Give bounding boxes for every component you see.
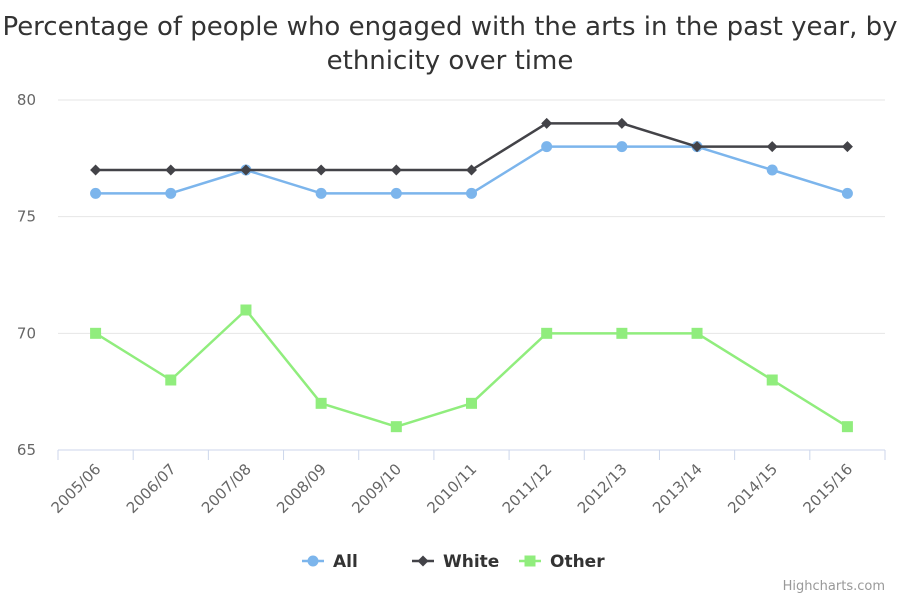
y-tick-label: 70 [17, 324, 36, 342]
data-point-white [691, 141, 703, 153]
x-tick-label: 2009/10 [348, 460, 405, 517]
data-point-other [390, 421, 402, 433]
data-point-other [315, 397, 327, 409]
data-point-white [541, 117, 553, 129]
series-layer [90, 117, 853, 433]
x-tick-label: 2011/12 [499, 460, 556, 517]
y-tick-label: 75 [17, 208, 36, 226]
data-point-other [466, 397, 477, 409]
legend-marker [524, 555, 536, 567]
data-point-all [90, 187, 102, 199]
data-point-other [541, 327, 553, 339]
data-point-other [766, 374, 778, 386]
x-tick-label: 2014/15 [724, 460, 781, 517]
data-point-white [315, 164, 327, 176]
credits-link[interactable]: Highcharts.com [782, 579, 885, 594]
x-tick-label: 2007/08 [198, 460, 255, 517]
grid-lines [58, 99, 885, 334]
legend-marker [417, 555, 429, 567]
x-tick-label: 2010/11 [424, 460, 481, 517]
x-tick-label: 2006/07 [123, 460, 180, 517]
y-tick-label: 65 [17, 441, 36, 459]
data-point-all [766, 164, 778, 176]
data-point-other [240, 304, 252, 316]
x-axis: 2005/06 2006/07 2007/08 2008/09 2009/10 2010/… [48, 449, 886, 517]
data-point-all [390, 187, 402, 199]
data-point-all [466, 187, 477, 199]
y-axis: 65 70 75 80 [17, 91, 36, 459]
x-tick-label: 2008/09 [273, 460, 330, 517]
legend-label: All [333, 552, 358, 572]
data-point-all [616, 141, 628, 153]
chart-title: Percentage of people who engaged with th… [2, 12, 898, 76]
data-point-other [691, 327, 703, 339]
legend: All White Other [302, 552, 605, 572]
data-point-white [766, 141, 778, 153]
data-point-white [165, 164, 177, 176]
data-point-all [841, 187, 853, 199]
legend-label: Other [550, 552, 605, 572]
x-tick-label: 2015/16 [799, 460, 856, 517]
series-other [90, 304, 853, 433]
data-point-other [616, 327, 628, 339]
data-point-white [841, 141, 853, 153]
data-point-white [390, 164, 402, 176]
data-point-other [165, 374, 177, 386]
x-tick-label: 2005/06 [48, 460, 105, 517]
data-point-white [466, 164, 477, 176]
data-point-all [315, 187, 327, 199]
legend-item-other[interactable]: Other [519, 552, 605, 572]
data-point-other [90, 327, 102, 339]
legend-marker [307, 555, 319, 567]
data-point-all [541, 141, 553, 153]
x-tick-label: 2013/14 [649, 460, 706, 517]
legend-label: White [443, 552, 499, 572]
y-tick-label: 80 [17, 91, 36, 109]
data-point-white [240, 164, 252, 176]
data-point-other [841, 421, 853, 433]
legend-item-all[interactable]: All [302, 552, 358, 572]
data-point-white [616, 117, 628, 129]
series-line-white [95, 122, 848, 172]
data-point-white [90, 164, 102, 176]
legend-item-white[interactable]: White [412, 552, 499, 572]
x-tick-label: 2012/13 [574, 460, 631, 517]
series-white [90, 117, 853, 176]
series-line-other [94, 308, 849, 428]
data-point-all [165, 187, 177, 199]
